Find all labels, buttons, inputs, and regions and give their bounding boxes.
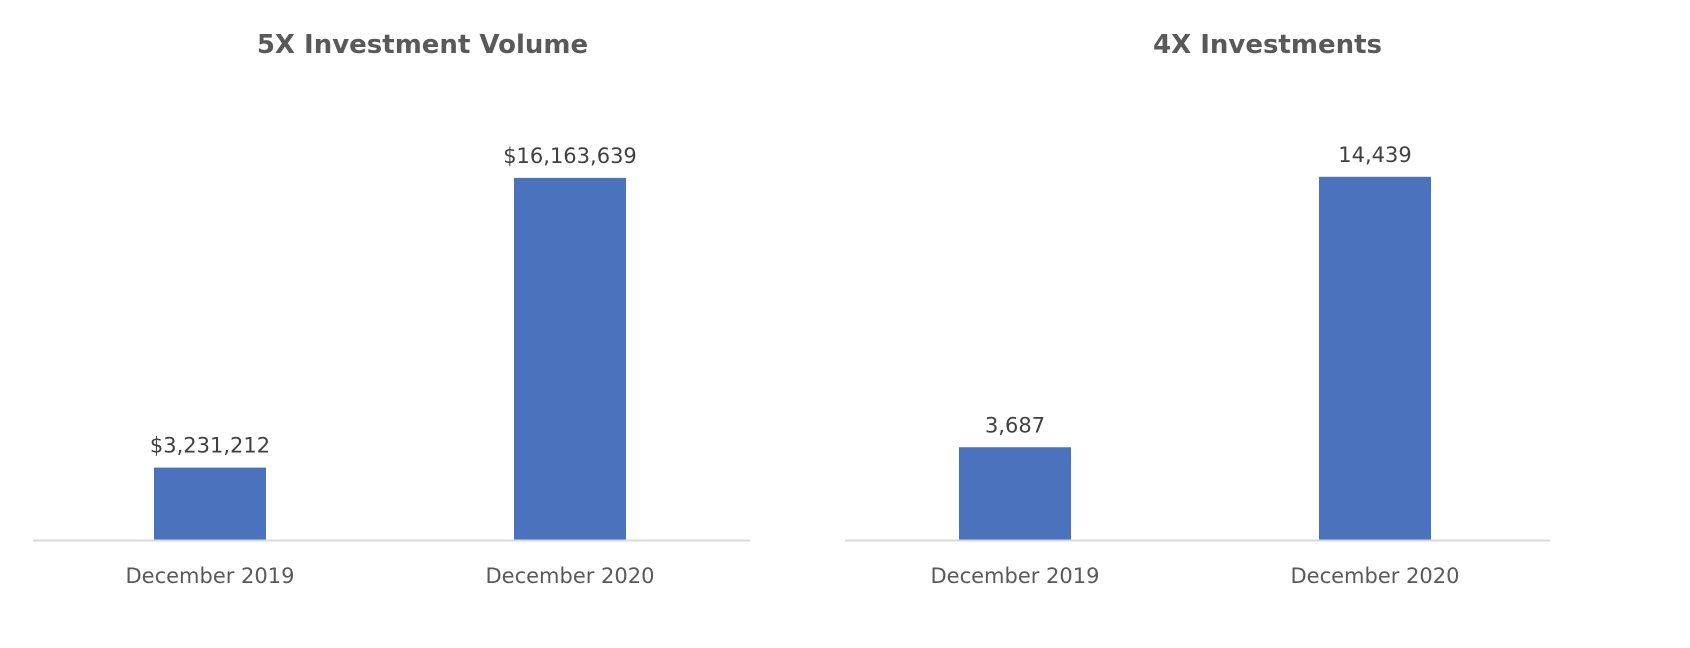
data-label: $3,231,212 [150, 434, 270, 458]
bar-chart-plot: $3,231,212 December 2019 $16,163,639 Decemb… [33, 144, 750, 588]
data-label: 14,439 [1338, 143, 1411, 167]
bar-chart-plot: 3,687 December 2019 14,439 December 2020 [845, 143, 1550, 588]
chart-investment-volume: 5X Investment Volume $3,231,212 December … [33, 30, 750, 588]
bar-december-2019 [154, 467, 266, 540]
chart-title: 4X Investments [1153, 30, 1382, 60]
x-tick-label: December 2020 [485, 564, 654, 588]
bar-december-2019 [959, 447, 1071, 540]
data-label: 3,687 [985, 413, 1045, 437]
x-tick-label: December 2019 [930, 564, 1099, 588]
bar-december-2020 [1319, 176, 1431, 540]
data-label: $16,163,639 [503, 144, 637, 168]
x-tick-label: December 2019 [125, 564, 294, 588]
chart-title: 5X Investment Volume [256, 30, 589, 60]
bar-december-2020 [514, 177, 626, 540]
chart-investments-count: 4X Investments 3,687 December 2019 14,439 D… [845, 0, 1690, 648]
x-tick-label: December 2020 [1290, 564, 1459, 588]
